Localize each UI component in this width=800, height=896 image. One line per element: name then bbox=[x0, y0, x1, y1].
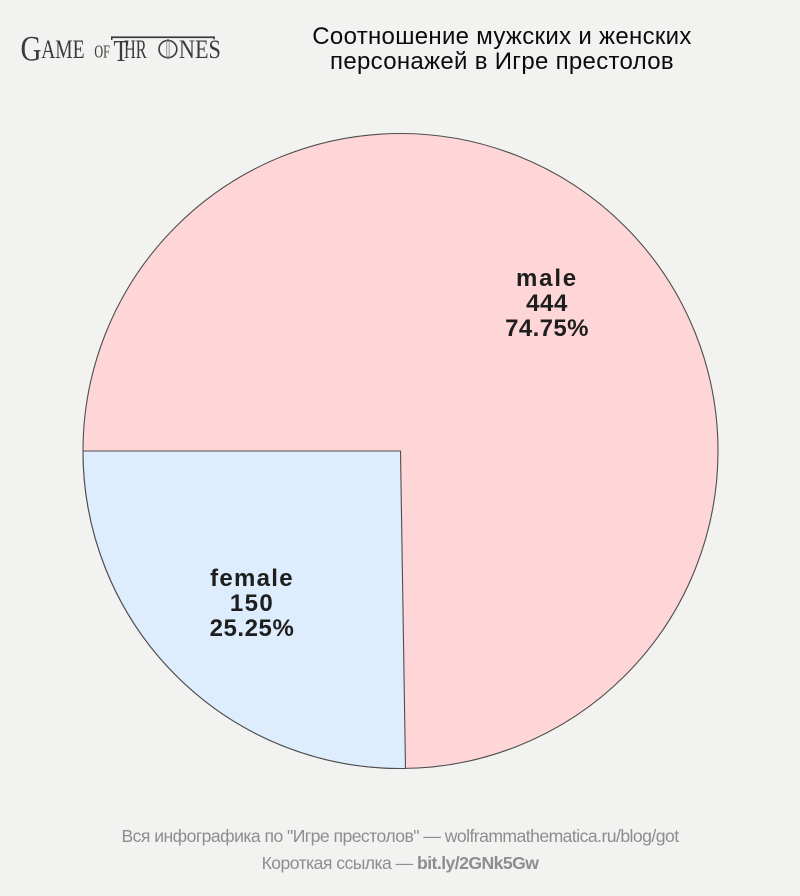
svg-text:OF: OF bbox=[94, 42, 110, 62]
svg-text:T: T bbox=[114, 33, 129, 68]
svg-text:AME: AME bbox=[41, 34, 84, 64]
svg-text:NES: NES bbox=[179, 34, 221, 64]
svg-text:G: G bbox=[21, 28, 42, 68]
svg-text:HR: HR bbox=[124, 34, 147, 64]
